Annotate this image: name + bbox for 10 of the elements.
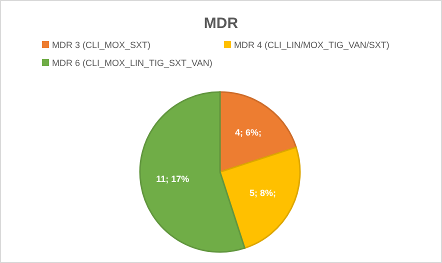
pie-slice xyxy=(139,91,246,253)
pie-slice xyxy=(219,91,297,173)
data-label: 11; 17% xyxy=(156,174,190,184)
legend-label: MDR 3 (CLI_MOX_SXT) xyxy=(52,40,151,50)
chart-title: MDR xyxy=(204,15,238,32)
data-label: 5; 8%; xyxy=(250,188,276,198)
data-label: 4; 6%; xyxy=(234,128,262,138)
legend-label: MDR 6 (CLI_MOX_LIN_TIG_SXT_VAN) xyxy=(52,58,212,68)
legend-label: MDR 4 (CLI_LIN/MOX_TIG_VAN/SXT) xyxy=(234,40,390,50)
pie-slice xyxy=(219,146,301,249)
